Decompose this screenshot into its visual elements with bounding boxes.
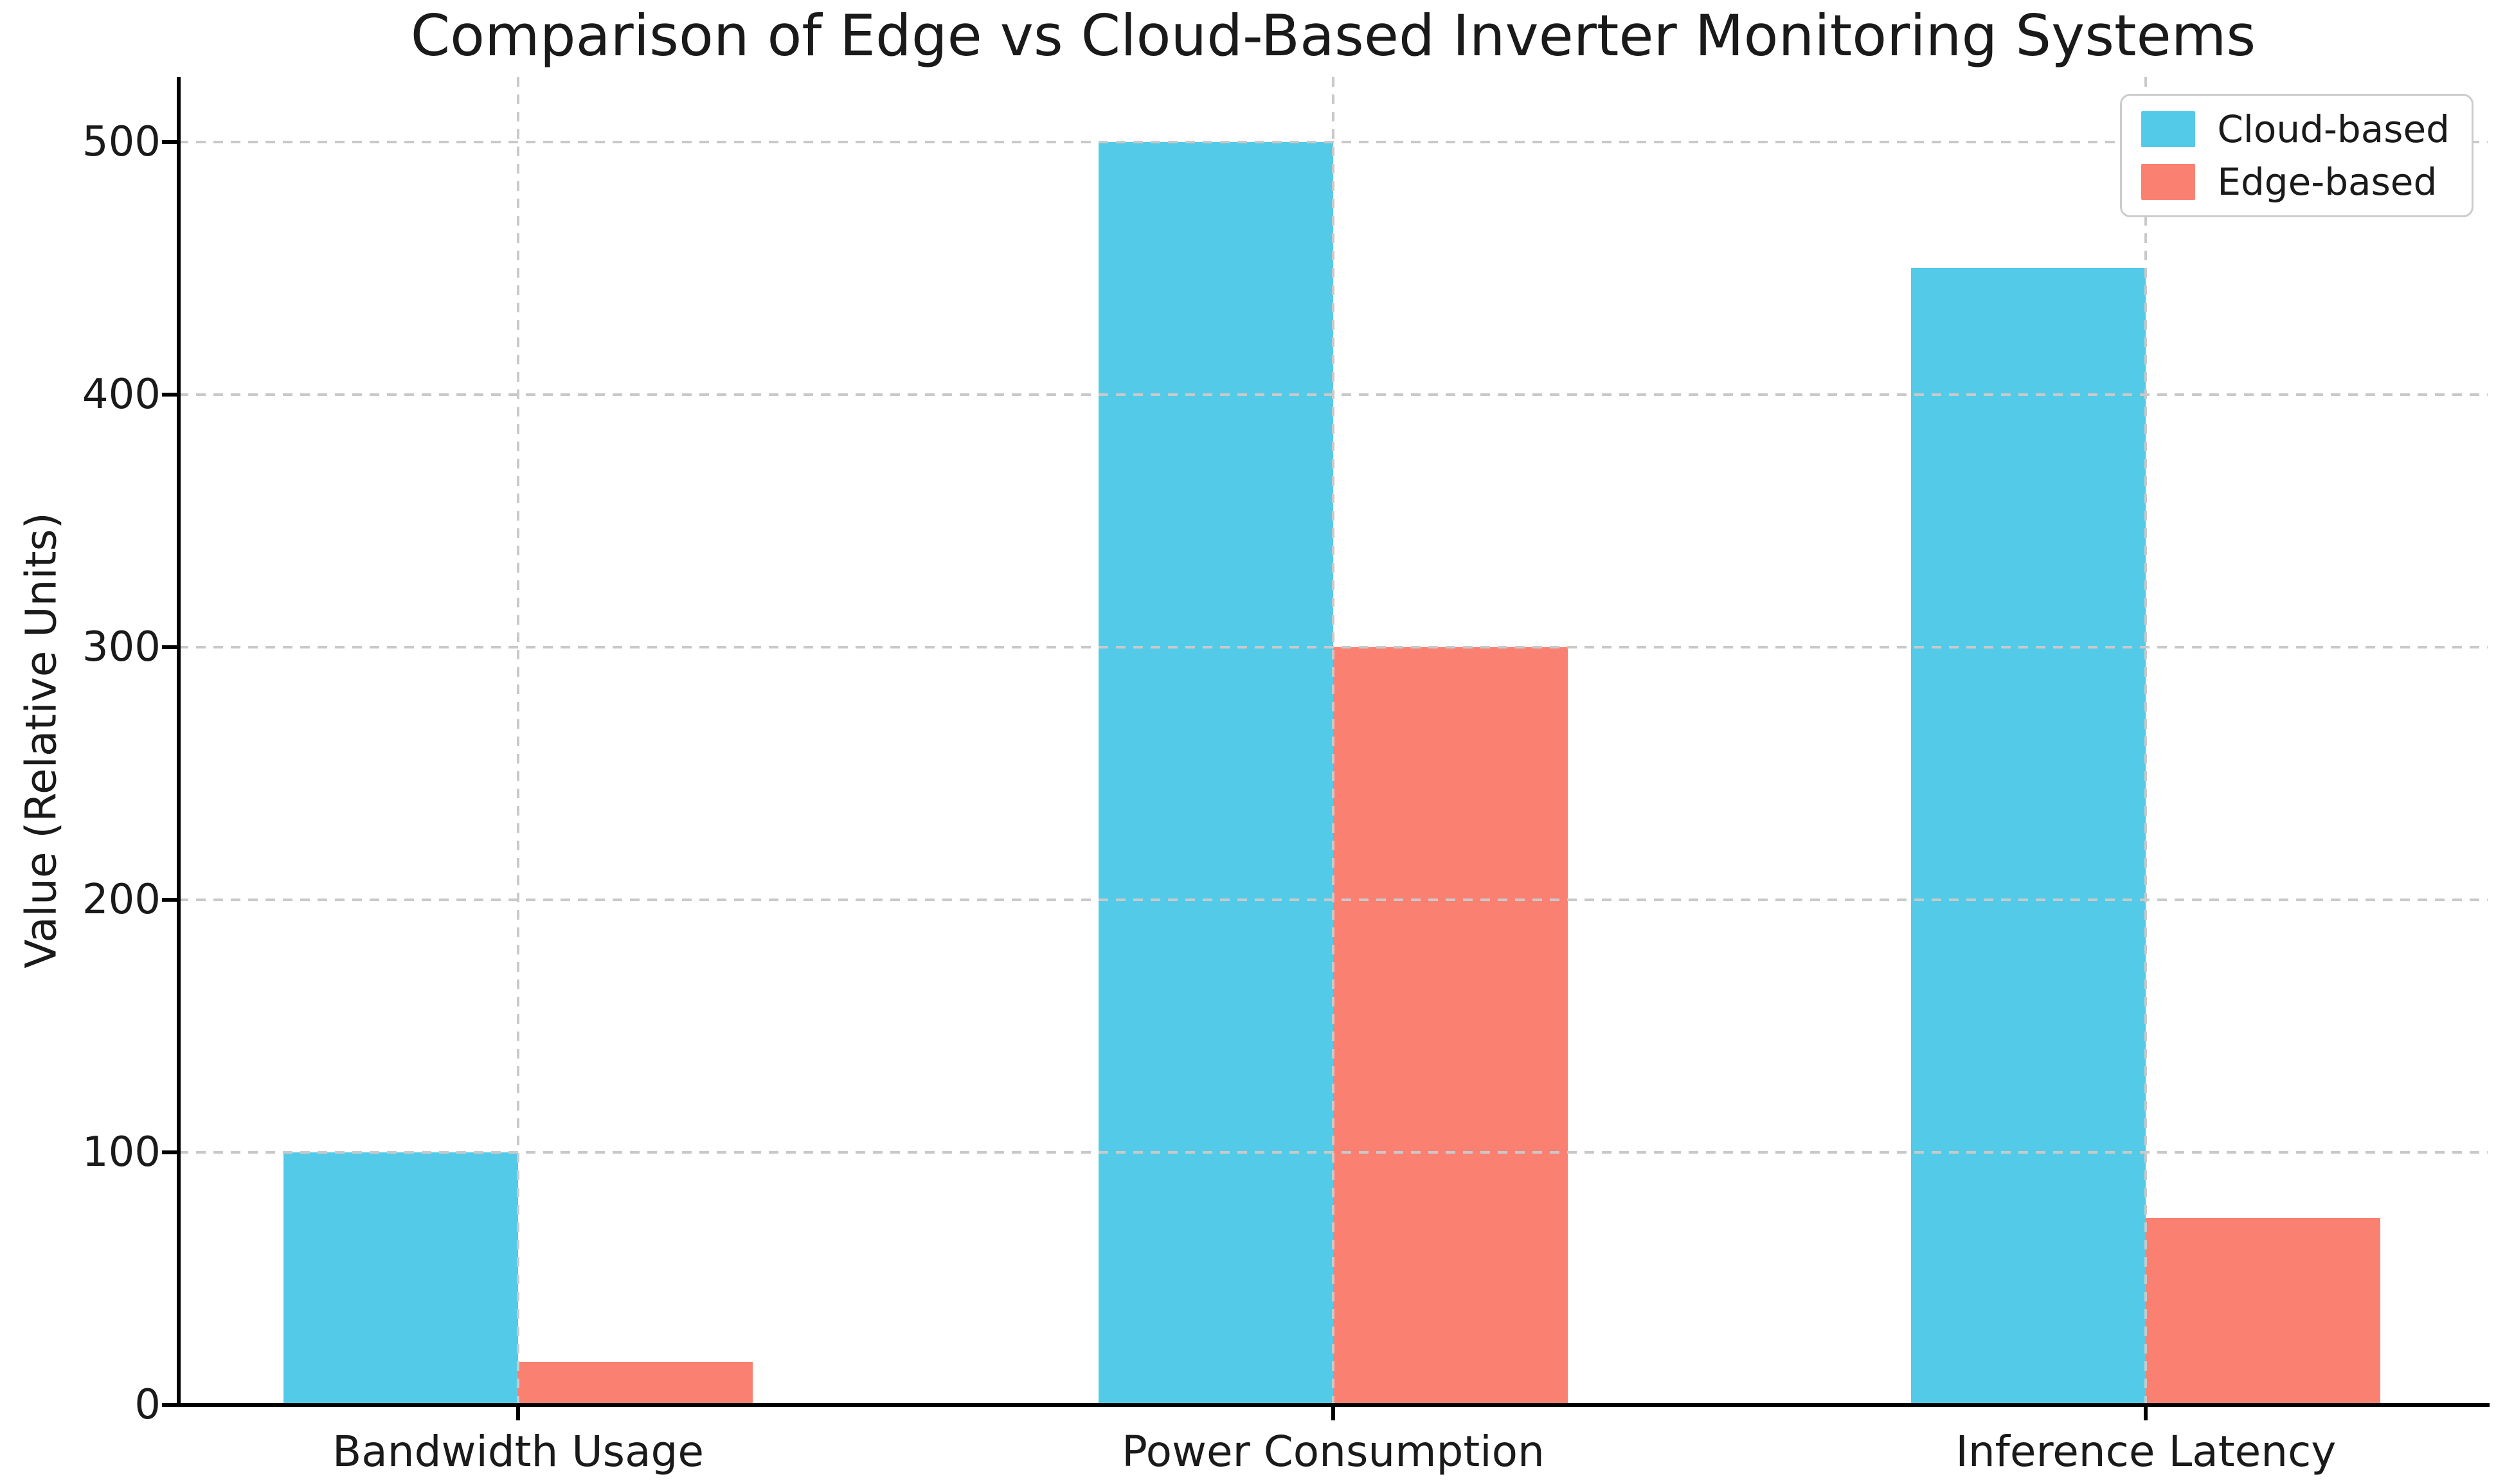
y-tick-label-300: 300 <box>82 623 161 671</box>
legend: Cloud-based Edge-based <box>2120 94 2474 217</box>
y-tick-mark-400 <box>162 392 179 397</box>
legend-label-cloud-based: Cloud-based <box>2217 107 2450 151</box>
y-tick-mark-500 <box>162 139 179 144</box>
y-axis-spine <box>177 77 181 1407</box>
x-axis-spine <box>177 1403 2490 1407</box>
y-tick-mark-200 <box>162 897 179 902</box>
bar-edge-based-power-consumption <box>1333 647 1568 1405</box>
bar-edge-based-inference-latency <box>2146 1218 2381 1405</box>
y-tick-label-200: 200 <box>82 875 161 924</box>
x-tick-mark-1 <box>516 1405 521 1420</box>
y-tick-label-400: 400 <box>82 370 161 418</box>
bar-cloud-based-bandwidth-usage <box>283 1152 519 1405</box>
y-tick-mark-0 <box>162 1403 179 1407</box>
y-tick-mark-300 <box>162 645 179 649</box>
y-tick-label-500: 500 <box>82 118 161 166</box>
bar-edge-based-bandwidth-usage <box>518 1362 753 1405</box>
gridline-x-3 <box>2144 77 2148 1405</box>
x-tick-mark-2 <box>1331 1405 1335 1420</box>
x-tick-mark-3 <box>2144 1405 2148 1420</box>
legend-entry-edge-based: Edge-based <box>2141 163 2450 201</box>
bar-cloud-based-power-consumption <box>1099 142 1333 1405</box>
legend-entry-cloud-based: Cloud-based <box>2141 110 2450 148</box>
bar-cloud-based-inference-latency <box>1911 268 2146 1405</box>
chart-title: Comparison of Edge vs Cloud-Based Invert… <box>410 3 2256 69</box>
x-tick-label-inference-latency: Inference Latency <box>1955 1427 2337 1476</box>
x-tick-label-bandwidth-usage: Bandwidth Usage <box>332 1427 705 1476</box>
legend-label-edge-based: Edge-based <box>2217 160 2438 204</box>
y-tick-label-100: 100 <box>82 1128 161 1176</box>
y-tick-mark-100 <box>162 1150 179 1154</box>
y-tick-label-0: 0 <box>134 1381 161 1429</box>
x-tick-label-power-consumption: Power Consumption <box>1122 1427 1545 1476</box>
cloud-based-swatch-icon <box>2141 111 2196 147</box>
edge-based-swatch-icon <box>2141 164 2196 200</box>
plot-area: Cloud-based Edge-based <box>179 77 2488 1405</box>
gridline-x-1 <box>517 77 520 1405</box>
gridline-x-2 <box>1332 77 1334 1405</box>
